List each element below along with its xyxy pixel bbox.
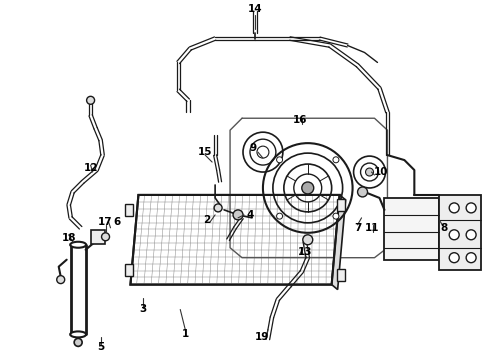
Text: 15: 15 — [198, 147, 212, 157]
Circle shape — [233, 210, 243, 220]
Circle shape — [366, 168, 373, 176]
Bar — [91, 230, 104, 244]
Text: 14: 14 — [247, 4, 262, 14]
Ellipse shape — [70, 332, 86, 337]
Circle shape — [302, 182, 314, 194]
Text: 19: 19 — [255, 332, 269, 342]
Text: 8: 8 — [441, 223, 448, 233]
Circle shape — [57, 276, 65, 284]
Circle shape — [358, 187, 368, 197]
Text: 13: 13 — [297, 247, 312, 257]
Text: 17: 17 — [98, 217, 113, 227]
Circle shape — [466, 230, 476, 240]
Text: 12: 12 — [83, 163, 98, 173]
Circle shape — [449, 230, 459, 240]
Circle shape — [333, 157, 339, 163]
Text: 1: 1 — [182, 329, 189, 339]
Bar — [385, 198, 439, 260]
Text: 6: 6 — [114, 217, 121, 227]
Circle shape — [276, 213, 283, 219]
Text: 3: 3 — [140, 305, 147, 315]
Text: 18: 18 — [61, 233, 76, 243]
Bar — [439, 195, 481, 270]
Text: 16: 16 — [293, 115, 307, 125]
Circle shape — [214, 204, 222, 212]
Bar — [337, 269, 344, 280]
Text: 9: 9 — [249, 143, 257, 153]
Bar — [125, 264, 133, 276]
Text: 7: 7 — [354, 223, 361, 233]
Circle shape — [303, 235, 313, 245]
Text: 5: 5 — [97, 342, 104, 352]
Circle shape — [333, 213, 339, 219]
Polygon shape — [130, 195, 340, 285]
Circle shape — [276, 157, 283, 163]
Circle shape — [87, 96, 95, 104]
Text: 11: 11 — [365, 223, 380, 233]
Text: 4: 4 — [246, 210, 254, 220]
Bar — [125, 204, 133, 216]
Circle shape — [466, 203, 476, 213]
Polygon shape — [332, 195, 345, 289]
Circle shape — [101, 233, 110, 241]
Circle shape — [449, 203, 459, 213]
Text: 10: 10 — [374, 167, 389, 177]
Circle shape — [449, 253, 459, 263]
Text: 2: 2 — [203, 215, 211, 225]
Circle shape — [466, 253, 476, 263]
Circle shape — [74, 338, 82, 346]
Bar — [337, 199, 344, 211]
Ellipse shape — [70, 242, 86, 248]
